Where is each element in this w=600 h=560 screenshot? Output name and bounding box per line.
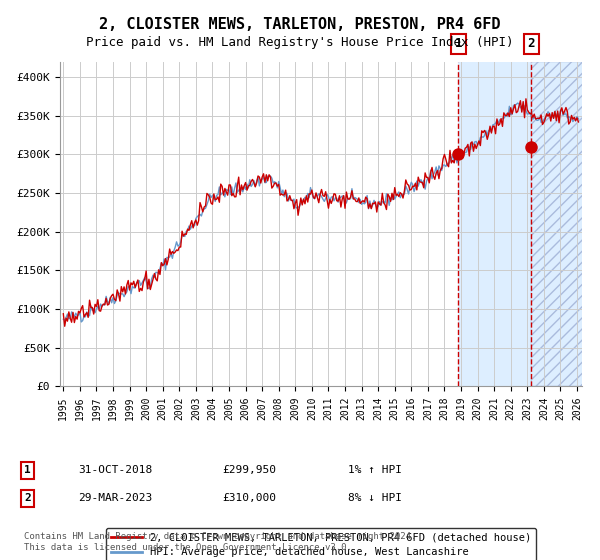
Text: 1% ↑ HPI: 1% ↑ HPI [348, 465, 402, 475]
Text: Price paid vs. HM Land Registry's House Price Index (HPI): Price paid vs. HM Land Registry's House … [86, 36, 514, 49]
Text: 31-OCT-2018: 31-OCT-2018 [78, 465, 152, 475]
Text: 2, CLOISTER MEWS, TARLETON, PRESTON, PR4 6FD: 2, CLOISTER MEWS, TARLETON, PRESTON, PR4… [99, 17, 501, 32]
Bar [458, 62, 531, 386]
Text: 2: 2 [24, 493, 31, 503]
Legend: 2, CLOISTER MEWS, TARLETON, PRESTON, PR4 6FD (detached house), HPI: Average pric: 2, CLOISTER MEWS, TARLETON, PRESTON, PR4… [106, 528, 536, 560]
Text: 1: 1 [24, 465, 31, 475]
Text: Contains HM Land Registry data © Crown copyright and database right 2024.
This d: Contains HM Land Registry data © Crown c… [24, 532, 416, 552]
Text: 29-MAR-2023: 29-MAR-2023 [78, 493, 152, 503]
Text: 2: 2 [527, 38, 535, 50]
Text: 1: 1 [454, 38, 462, 50]
Text: £299,950: £299,950 [222, 465, 276, 475]
Text: 8% ↓ HPI: 8% ↓ HPI [348, 493, 402, 503]
Text: £310,000: £310,000 [222, 493, 276, 503]
Bar [531, 62, 586, 386]
